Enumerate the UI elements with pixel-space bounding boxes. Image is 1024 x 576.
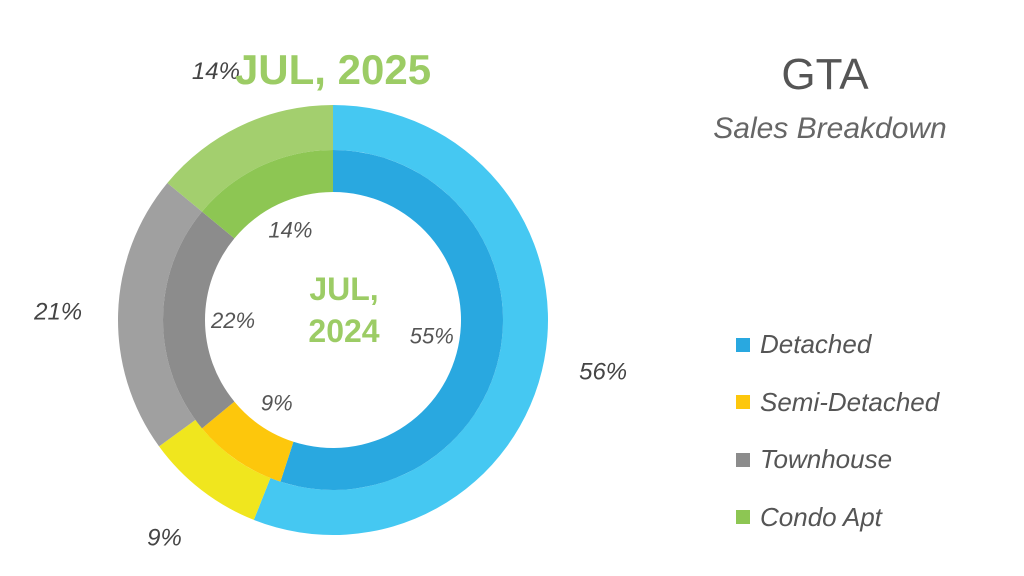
- inner-title-line2: 2024: [308, 313, 380, 349]
- outer-label-detached: 56%: [579, 359, 627, 386]
- outer-label-townhouse: 21%: [33, 298, 82, 325]
- legend-label: Detached: [760, 329, 872, 360]
- legend-swatch: [736, 510, 750, 525]
- inner-ring-title: JUL, 2024: [308, 268, 379, 352]
- legend-swatch: [736, 395, 750, 410]
- legend: Detached Semi-Detached Townhouse Condo A…: [736, 316, 939, 546]
- page-title: GTA: [781, 50, 869, 99]
- outer-slice-condo-apt: [167, 105, 333, 212]
- outer-slice-detached: [253, 105, 549, 535]
- legend-swatch: [736, 452, 750, 467]
- page-subtitle: Sales Breakdown: [713, 112, 947, 145]
- inner-label-condo-apt: 14%: [268, 218, 312, 243]
- outer-label-condo-apt: 14%: [192, 58, 240, 85]
- legend-item-condo-apt: Condo Apt: [736, 489, 939, 547]
- inner-label-townhouse: 22%: [210, 308, 255, 333]
- outer-ring-title: JUL, 2025: [234, 46, 432, 93]
- inner-label-semi-detached: 9%: [261, 391, 293, 416]
- legend-item-semi-detached: Semi-Detached: [736, 374, 939, 432]
- outer-slice-townhouse: [117, 182, 203, 447]
- legend-label: Semi-Detached: [760, 386, 940, 417]
- outer-slice-semi-detached: [159, 419, 271, 520]
- inner-slice-semi-detached: [202, 401, 294, 482]
- inner-slice-condo-apt: [202, 150, 333, 239]
- legend-swatch: [736, 337, 750, 352]
- inner-slice-townhouse: [163, 211, 235, 429]
- legend-label: Townhouse: [760, 444, 893, 475]
- inner-label-detached: 55%: [410, 324, 454, 349]
- inner-slice-detached: [280, 150, 503, 490]
- legend-label: Condo Apt: [760, 501, 882, 532]
- legend-item-detached: Detached: [736, 316, 939, 374]
- outer-label-semi-detached: 9%: [147, 524, 182, 551]
- legend-item-townhouse: Townhouse: [736, 431, 939, 489]
- inner-title-line1: JUL,: [309, 271, 379, 307]
